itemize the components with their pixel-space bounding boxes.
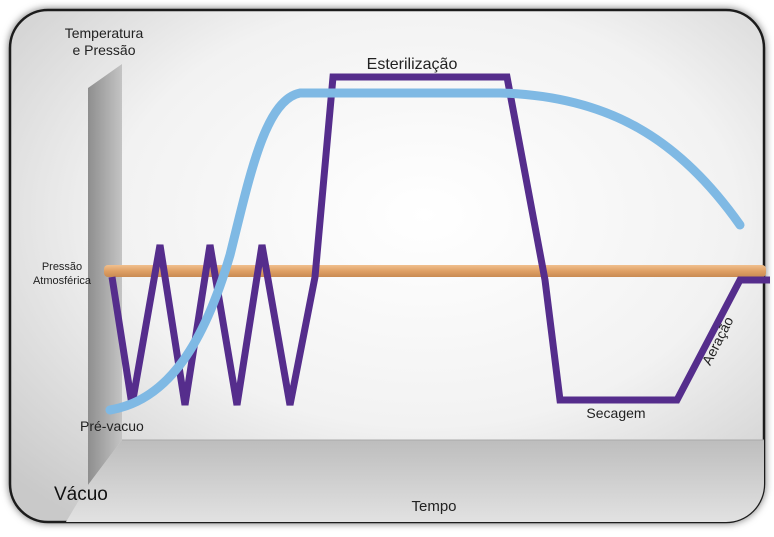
secagem-label: Secagem <box>586 405 645 421</box>
pre-vacuo-label: Pré-vacuo <box>80 418 144 434</box>
temperature-curve <box>105 88 745 415</box>
vacuo-label: Vácuo <box>54 484 108 505</box>
tempo-label: Tempo <box>411 498 456 515</box>
y-axis-title-line1: Temperatura <box>65 25 144 41</box>
y-axis-title-line2: e Pressão <box>72 42 135 58</box>
esterilizacao-label: Esterilização <box>367 56 458 73</box>
pressure-curve <box>108 73 770 406</box>
atmospheric-label-line1: Pressão <box>42 261 82 273</box>
x-axis-floor <box>60 440 764 522</box>
atmospheric-label-line2: Atmosférica <box>33 275 92 287</box>
